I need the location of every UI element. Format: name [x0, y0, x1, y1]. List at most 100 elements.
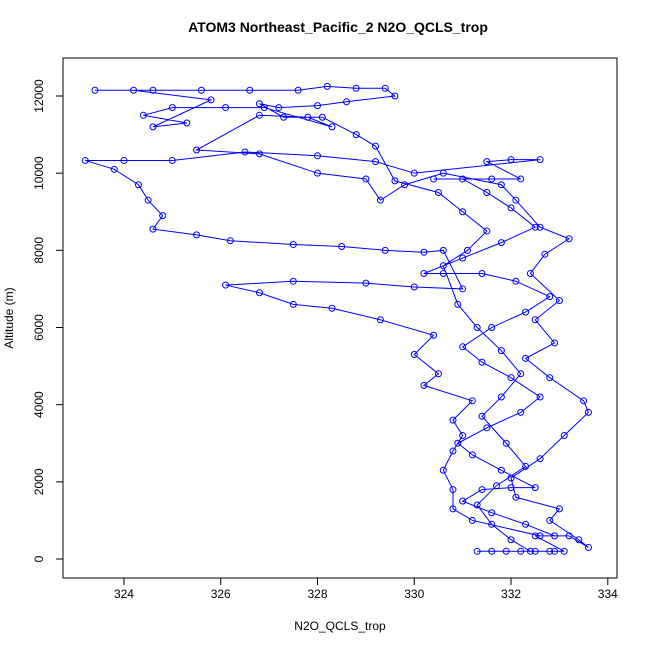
data-point	[497, 393, 505, 401]
data-point	[517, 547, 525, 555]
data-point	[541, 250, 549, 258]
data-point	[401, 181, 409, 189]
data-point	[483, 188, 491, 196]
data-point	[483, 227, 491, 235]
data-point	[338, 242, 346, 250]
data-point	[168, 156, 176, 164]
x-tick-label: 324	[114, 587, 134, 601]
data-point	[478, 486, 486, 494]
data-point	[522, 462, 530, 470]
y-tick-label: 0	[32, 555, 46, 562]
data-point	[449, 416, 457, 424]
data-point	[565, 235, 573, 243]
data-point	[376, 316, 384, 324]
data-point	[304, 113, 312, 121]
data-point	[473, 501, 481, 509]
data-point	[459, 254, 467, 262]
data-point	[255, 111, 263, 119]
data-point	[241, 148, 249, 156]
data-point	[488, 520, 496, 528]
data-point	[255, 150, 263, 158]
data-point	[459, 343, 467, 351]
data-point	[584, 543, 592, 551]
data-point	[328, 304, 336, 312]
data-point	[473, 547, 481, 555]
data-point	[149, 123, 157, 131]
data-point	[193, 231, 201, 239]
data-point	[159, 212, 167, 220]
data-point	[575, 536, 583, 544]
data-point	[551, 547, 559, 555]
data-point	[439, 269, 447, 277]
data-point	[459, 285, 467, 293]
y-tick-label: 10000	[32, 156, 46, 190]
data-point	[555, 505, 563, 513]
data-point	[381, 246, 389, 254]
data-point	[560, 432, 568, 440]
data-point	[130, 86, 138, 94]
data-point	[376, 196, 384, 204]
data-point	[410, 283, 418, 291]
data-point	[314, 169, 322, 177]
data-point	[439, 262, 447, 270]
data-point	[430, 331, 438, 339]
data-point	[536, 223, 544, 231]
data-point	[468, 516, 476, 524]
data-point	[352, 84, 360, 92]
data-point	[459, 208, 467, 216]
data-point	[149, 86, 157, 94]
data-point	[522, 308, 530, 316]
data-point	[536, 455, 544, 463]
data-point	[289, 300, 297, 308]
data-point	[391, 177, 399, 185]
data-point	[565, 532, 573, 540]
data-point	[507, 474, 515, 482]
x-tick-label: 330	[404, 587, 424, 601]
data-point	[454, 439, 462, 447]
data-point	[434, 188, 442, 196]
data-point	[497, 239, 505, 247]
x-axis-label: N2O_QCLS_trop	[294, 619, 386, 633]
y-axis-label: Altitude (m)	[2, 287, 16, 348]
data-point	[459, 175, 467, 183]
data-point	[391, 92, 399, 100]
y-tick-label: 8000	[32, 237, 46, 264]
data-point	[120, 156, 128, 164]
data-point	[410, 351, 418, 359]
data-point	[459, 497, 467, 505]
data-point	[134, 181, 142, 189]
data-point	[260, 104, 268, 112]
data-point	[280, 113, 288, 121]
data-point	[222, 281, 230, 289]
data-point	[294, 86, 302, 94]
data-point	[246, 86, 254, 94]
data-point	[449, 486, 457, 494]
data-point	[512, 493, 520, 501]
data-point	[449, 447, 457, 455]
data-point	[507, 374, 515, 382]
data-point	[430, 175, 438, 183]
data-point	[381, 84, 389, 92]
x-tick-label: 334	[598, 587, 618, 601]
y-tick-label: 12000	[32, 79, 46, 113]
data-point	[526, 547, 534, 555]
data-point	[352, 131, 360, 139]
data-point	[507, 484, 515, 492]
data-point	[522, 354, 530, 362]
data-point	[420, 269, 428, 277]
data-point	[372, 142, 380, 150]
data-point	[372, 158, 380, 166]
data-point	[522, 520, 530, 528]
x-tick-label: 326	[211, 587, 231, 601]
data-point	[483, 158, 491, 166]
data-point	[439, 246, 447, 254]
x-tick-label: 332	[501, 587, 521, 601]
data-point	[531, 547, 539, 555]
data-point	[144, 196, 152, 204]
data-point	[478, 412, 486, 420]
data-point	[551, 532, 559, 540]
data-point	[584, 408, 592, 416]
data-point	[483, 424, 491, 432]
data-point	[193, 146, 201, 154]
data-point	[468, 397, 476, 405]
